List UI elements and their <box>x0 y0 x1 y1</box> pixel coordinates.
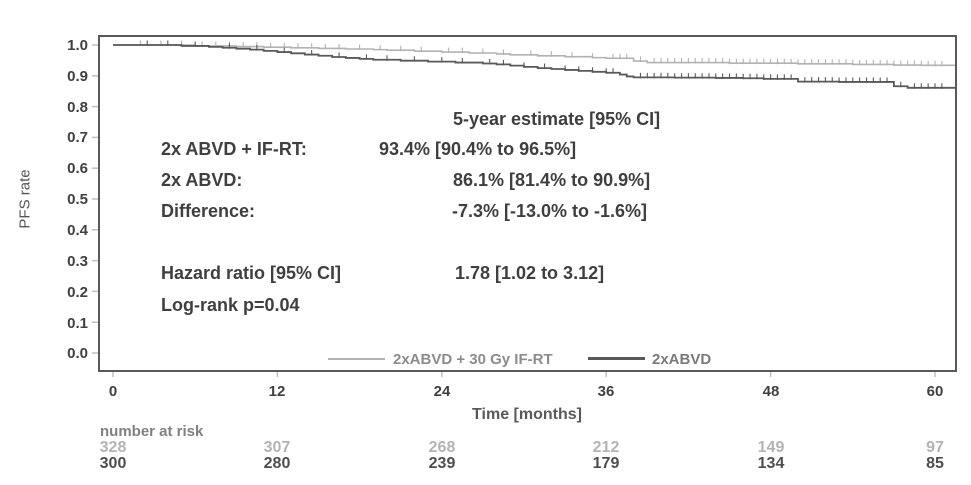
number-at-risk-label: number at risk <box>100 423 204 440</box>
plot-frame <box>98 35 957 372</box>
legend-line-ifrt <box>328 358 385 360</box>
y-tick-label-0.1: 0.1 <box>67 315 88 332</box>
stats-header: 5-year estimate [95% CI] <box>453 109 661 129</box>
risk-value: 85 <box>926 455 944 472</box>
risk-value: 134 <box>757 455 785 472</box>
stats-label-diff: Difference: <box>161 201 256 221</box>
risk-value: 212 <box>592 439 620 456</box>
risk-value: 268 <box>428 439 456 456</box>
risk-value: 149 <box>757 439 785 456</box>
x-tick-label-12: 12 <box>268 383 286 400</box>
x-tick-label-24: 24 <box>433 383 451 400</box>
x-axis-title: Time [months] <box>472 406 582 423</box>
x-tick-label-0: 0 <box>108 383 118 400</box>
legend-label-ifrt: 2xABVD + 30 Gy IF-RT <box>393 351 553 368</box>
y-tick-label-0.3: 0.3 <box>67 253 88 270</box>
y-tick-label-0.8: 0.8 <box>67 99 88 116</box>
stats-value-diff: -7.3% [-13.0% to -1.6%] <box>452 201 648 221</box>
y-tick-label-0.7: 0.7 <box>67 129 88 146</box>
x-tick-label-48: 48 <box>762 383 780 400</box>
y-tick-label-0.4: 0.4 <box>67 222 88 239</box>
risk-value: 239 <box>428 455 456 472</box>
risk-value: 280 <box>263 455 291 472</box>
logrank-p-value: Log-rank p=0.04 <box>161 295 300 315</box>
x-tick-label-60: 60 <box>926 383 944 400</box>
risk-value: 307 <box>263 439 291 456</box>
hazard-ratio-label: Hazard ratio [95% CI] <box>161 263 342 283</box>
y-tick-label-0.6: 0.6 <box>67 160 88 177</box>
x-tick-label-36: 36 <box>597 383 615 400</box>
risk-value: 179 <box>592 455 620 472</box>
y-tick-label-0.0: 0.0 <box>67 345 88 362</box>
survival-curve-abvd <box>113 44 955 89</box>
y-tick-label-1.0: 1.0 <box>67 37 88 54</box>
legend-label-abvd: 2xABVD <box>652 351 712 368</box>
stats-value-abvd: 86.1% [81.4% to 90.9%] <box>453 170 651 190</box>
risk-value: 97 <box>926 439 944 456</box>
y-tick-label-0.2: 0.2 <box>67 284 88 301</box>
hazard-ratio-value: 1.78 [1.02 to 3.12] <box>455 263 605 283</box>
stats-label-abvd: 2x ABVD: <box>161 170 243 190</box>
stats-label-ifrt: 2x ABVD + IF-RT: <box>161 139 307 159</box>
legend-line-abvd <box>588 357 645 360</box>
risk-value: 328 <box>99 439 127 456</box>
y-axis-title: PFS rate <box>16 169 34 229</box>
y-tick-label-0.9: 0.9 <box>67 68 88 85</box>
stats-value-ifrt: 93.4% [90.4% to 96.5%] <box>379 139 577 159</box>
risk-value: 300 <box>99 455 127 472</box>
y-tick-label-0.5: 0.5 <box>67 191 88 208</box>
